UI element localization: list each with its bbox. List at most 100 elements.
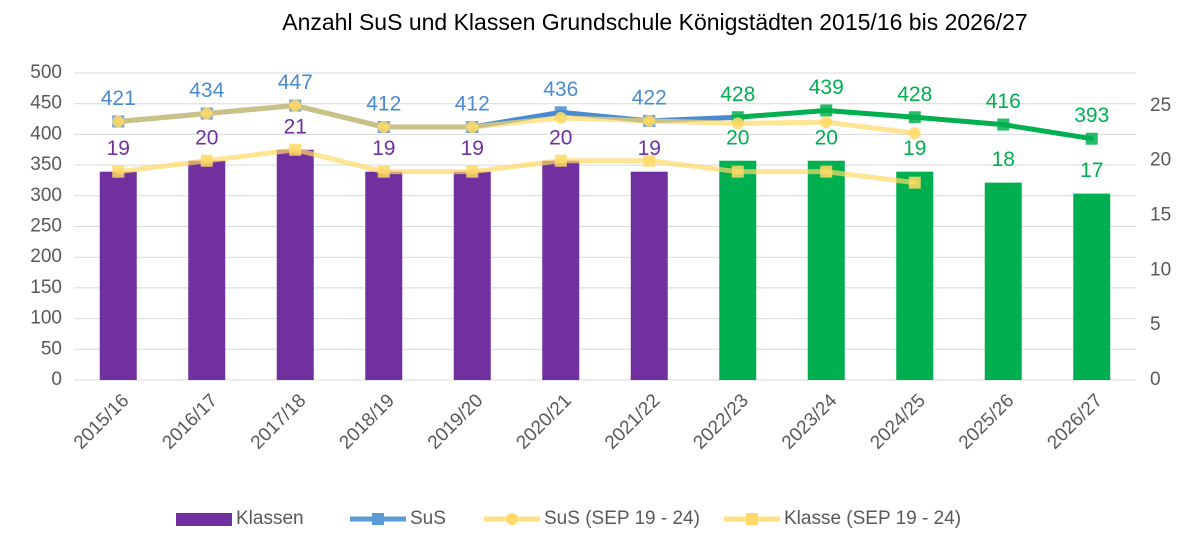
data-label: 19 (107, 137, 130, 160)
line-segment (1000, 122, 1095, 142)
data-label: 19 (903, 137, 926, 160)
bar (99, 171, 137, 380)
x-tick-label: 2021/22 (601, 390, 664, 453)
bar (807, 160, 845, 380)
x-tick-label: 2015/16 (70, 390, 133, 453)
line-segment (823, 107, 918, 120)
y2-tick-label: 25 (1150, 95, 1171, 116)
data-label: 434 (189, 79, 224, 102)
x-tick-label: 2022/23 (689, 390, 752, 453)
x-tick-label: 2024/25 (866, 390, 929, 453)
legend-label: Klasse (SEP 19 - 24) (784, 508, 961, 529)
line-marker (820, 116, 833, 129)
y-tick-label: 450 (30, 93, 62, 114)
y-tick-label: 250 (30, 216, 62, 237)
legend-marker (372, 513, 384, 525)
line-segment (558, 115, 652, 124)
y-tick-label: 300 (30, 185, 62, 206)
line-segment (823, 119, 918, 136)
line-marker (466, 121, 479, 134)
line-segment (204, 103, 298, 117)
bar (896, 171, 934, 380)
x-tick-label: 2017/18 (247, 390, 310, 453)
line-segment (912, 114, 1006, 128)
data-label: 19 (638, 137, 661, 160)
line-marker (466, 165, 479, 178)
bar (542, 160, 580, 380)
data-label: 428 (897, 83, 932, 106)
data-label: 428 (720, 83, 755, 106)
data-label: 20 (549, 126, 572, 149)
legend-label: SuS (410, 508, 446, 529)
line-marker (289, 143, 302, 156)
data-label: 436 (543, 78, 578, 101)
line-segment (204, 147, 298, 164)
data-label: 20 (815, 126, 838, 149)
line-marker (731, 165, 744, 178)
y-tick-label: 200 (30, 246, 62, 267)
line-marker (643, 154, 656, 167)
data-label: 393 (1074, 104, 1109, 127)
bar (984, 182, 1022, 380)
y2-tick-label: 5 (1150, 314, 1161, 335)
line-marker (908, 111, 921, 124)
bar (276, 149, 314, 380)
chart-title: Anzahl SuS und Klassen Grundschule König… (282, 9, 1027, 35)
y-tick-label: 400 (30, 123, 62, 144)
line-marker (377, 121, 390, 134)
data-label: 20 (195, 126, 218, 149)
line-segment (469, 158, 564, 175)
bar (188, 160, 226, 380)
x-tick-label: 2020/21 (512, 390, 575, 453)
legend-swatch (176, 513, 232, 526)
line-segment (115, 158, 210, 175)
y-tick-label: 150 (30, 277, 62, 298)
data-label: 416 (986, 90, 1021, 113)
legend-label: SuS (SEP 19 - 24) (544, 508, 700, 529)
line-segment (735, 107, 829, 120)
y-tick-label: 500 (30, 62, 62, 83)
legend-marker (506, 513, 518, 525)
line-marker (820, 165, 833, 178)
y-tick-label: 0 (51, 369, 62, 390)
line-marker (112, 115, 125, 128)
legend-marker (746, 513, 758, 525)
data-label: 19 (372, 137, 395, 160)
data-label: 20 (726, 126, 749, 149)
bar (365, 171, 403, 380)
line-marker (554, 154, 567, 167)
data-label: 421 (101, 87, 136, 110)
line-marker (908, 127, 921, 140)
x-tick-label: 2025/26 (955, 390, 1018, 453)
bar (630, 171, 668, 380)
line-marker (731, 117, 744, 130)
x-tick-label: 2023/24 (778, 390, 842, 454)
data-label: 18 (992, 148, 1015, 171)
x-tick-label: 2018/19 (335, 390, 398, 453)
data-label: 17 (1080, 159, 1103, 182)
line-marker (554, 111, 567, 124)
line-segment (823, 169, 918, 186)
data-label: 439 (809, 76, 844, 99)
x-tick-label: 2019/20 (424, 390, 487, 453)
y2-tick-label: 0 (1150, 369, 1161, 390)
line-segment (735, 119, 829, 126)
line-segment (292, 147, 387, 175)
y2-tick-label: 10 (1150, 259, 1171, 280)
y-tick-label: 50 (41, 338, 62, 359)
y-tick-label: 100 (30, 308, 62, 329)
data-label: 19 (461, 137, 484, 160)
line-marker (908, 176, 921, 189)
y-tick-label: 350 (30, 154, 62, 175)
line-segment (646, 158, 741, 175)
line-segment (646, 118, 741, 126)
line-marker (200, 107, 213, 120)
data-label: 21 (284, 115, 307, 138)
line-segment (115, 111, 210, 125)
line-marker (820, 104, 833, 117)
line-segment (469, 115, 564, 130)
x-tick-label: 2026/27 (1043, 390, 1106, 453)
bar (1073, 193, 1111, 380)
line-marker (377, 165, 390, 178)
